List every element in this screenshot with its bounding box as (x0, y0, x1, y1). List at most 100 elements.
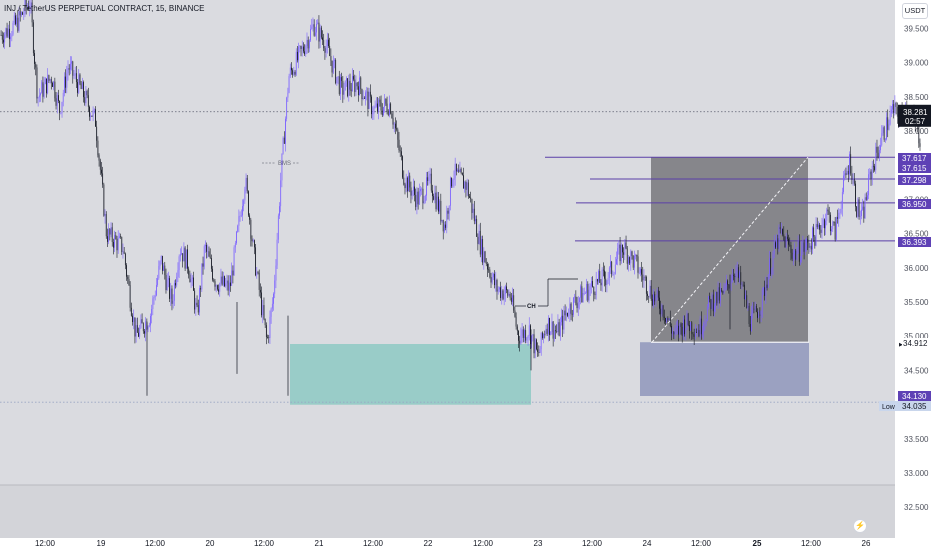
candle-body (310, 28, 311, 41)
candle-body (624, 242, 626, 255)
candle-body (460, 168, 462, 173)
candle-body (477, 236, 479, 244)
candle-body (761, 289, 763, 311)
candle-body (383, 106, 384, 116)
candle-body (748, 305, 750, 324)
candle-body (78, 74, 80, 93)
candle-body (653, 294, 654, 306)
candle-body (625, 242, 627, 249)
candle-body (41, 82, 43, 94)
candle-body (807, 239, 809, 243)
candle-body (495, 279, 497, 286)
candle-body (138, 332, 139, 337)
candle-body (784, 236, 786, 248)
candle-body (50, 79, 52, 84)
candle-body (379, 99, 381, 103)
candle-body (347, 78, 349, 96)
candle-body (265, 325, 267, 338)
candle-body (614, 264, 616, 274)
candle-body (124, 253, 126, 266)
candle-body (519, 340, 521, 344)
candle-body (89, 106, 90, 117)
candle-body (264, 318, 266, 326)
candle-body (87, 95, 89, 107)
candle-body (876, 146, 878, 153)
projection-line[interactable] (651, 156, 809, 343)
candle-body (357, 86, 359, 96)
candle-body (111, 227, 113, 243)
candle-body (673, 332, 675, 335)
time-axis[interactable] (0, 538, 895, 550)
candle-body (400, 151, 402, 157)
candle-body (657, 290, 659, 298)
candle-body (496, 279, 498, 292)
candle-body (114, 235, 116, 248)
candle-body (293, 71, 295, 75)
long-position-stop-zone[interactable] (640, 342, 809, 396)
candle-body (637, 256, 639, 273)
candle-body (582, 293, 584, 303)
candle-body (864, 197, 866, 219)
candle-body (792, 253, 794, 259)
candle-body (183, 247, 185, 262)
price-tag (898, 401, 931, 411)
candle-body (546, 328, 548, 334)
candle-body (301, 46, 303, 49)
candle-body (163, 265, 164, 271)
candle-body (372, 113, 374, 115)
candle-body (816, 223, 818, 228)
candle-body (304, 51, 305, 55)
candle-body (219, 283, 221, 292)
candle-body (660, 308, 662, 315)
candle-body (722, 290, 724, 294)
candle-body (484, 251, 486, 263)
price-axis[interactable] (895, 0, 932, 550)
candle-body (498, 287, 500, 290)
candle-body (248, 191, 249, 216)
candle-body (29, 6, 31, 10)
candle-body (48, 75, 50, 81)
time-tick-label: 12:00 (35, 539, 56, 548)
candle-body (786, 236, 788, 239)
candle-body (721, 290, 723, 291)
candle-body (453, 178, 455, 180)
price-tick-label: 38.000 (904, 127, 929, 136)
time-tick-label: 22 (424, 539, 433, 548)
candle-body (770, 258, 772, 275)
candle-body (397, 129, 399, 140)
candle-body (454, 163, 456, 179)
bolt-icon[interactable]: ⚡ (853, 519, 867, 533)
candle-body (466, 182, 468, 190)
price-tag (898, 175, 931, 185)
candle-body (116, 238, 118, 251)
candle-body (737, 267, 739, 278)
candle-body (208, 251, 210, 257)
candle-body (758, 314, 760, 318)
demand-zone[interactable] (290, 344, 531, 405)
candle-body (58, 95, 59, 101)
candle-body (561, 315, 562, 323)
candle-body (375, 103, 377, 107)
candle-body (494, 273, 495, 286)
candle-body (647, 293, 648, 296)
candle-body (153, 296, 155, 299)
candle-body (28, 6, 29, 10)
candle-body (704, 323, 706, 324)
candle-body (336, 76, 338, 84)
time-tick-label: 12:00 (582, 539, 603, 548)
candle-body (420, 189, 421, 192)
candle-body (708, 295, 709, 308)
candle-body (49, 79, 51, 81)
candle-body (504, 286, 506, 294)
candle-body (616, 259, 617, 265)
candle-body (528, 325, 530, 336)
price-tag-value: 34.035 (902, 402, 927, 411)
candle-body (54, 81, 56, 99)
time-tick-label: 25 (753, 539, 762, 548)
currency-button[interactable]: USDT (902, 3, 928, 19)
candle-body (115, 235, 117, 239)
price-tag-value: 36.950 (902, 200, 927, 209)
candle-body (32, 22, 34, 54)
candle-body (803, 242, 805, 252)
